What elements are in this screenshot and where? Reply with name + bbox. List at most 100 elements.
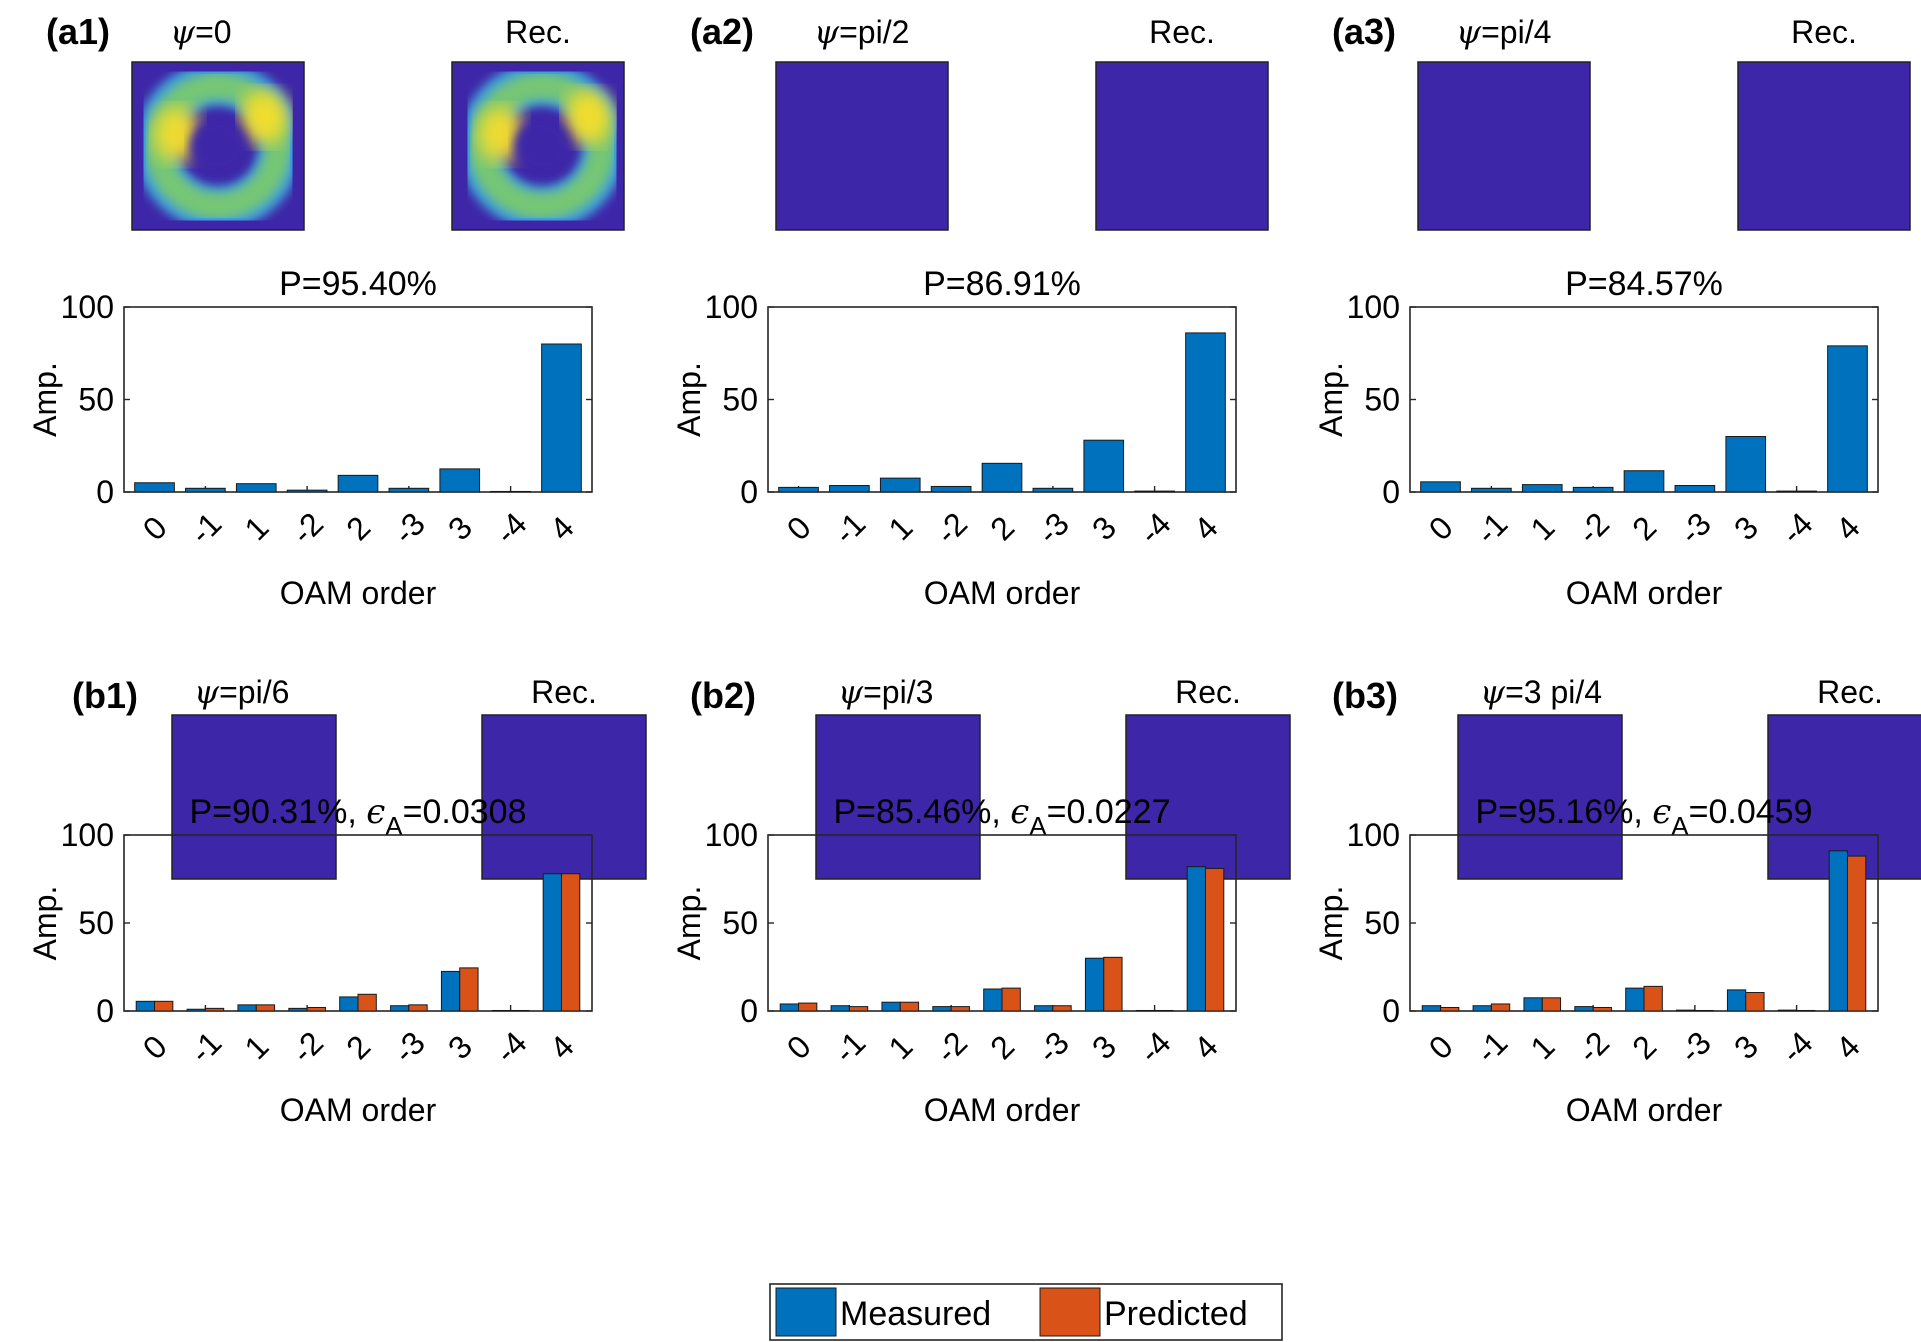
y-axis-label: Amp. (1313, 362, 1349, 437)
reconstructed-intensity-image-core (514, 118, 570, 174)
rec-label: Rec. (1817, 674, 1883, 710)
psi-value: =0 (195, 14, 231, 50)
reconstructed-intensity-image (1095, 61, 1269, 231)
x-tick-label: 4 (1829, 509, 1867, 547)
axes-box (123, 306, 593, 493)
psi-symbol: ψ (838, 673, 864, 711)
x-tick-label: -2 (1571, 505, 1617, 551)
y-tick-label: 50 (1364, 905, 1400, 941)
bar-measured (932, 1006, 952, 1012)
chart-title-p: P=86.91% (923, 265, 1081, 303)
x-tick-label: -3 (1672, 1024, 1718, 1070)
panel-tag: (b3) (1332, 675, 1398, 716)
psi-label: ψ=3 pi/4 (1480, 673, 1602, 711)
chart-title-p: P=85.46%, (834, 793, 1011, 831)
chart-title-p: P=84.57% (1565, 265, 1723, 303)
bar-predicted (1541, 997, 1562, 1012)
measured-intensity-image (131, 61, 305, 231)
y-tick-label: 0 (96, 993, 114, 1029)
y-tick-label: 50 (722, 905, 758, 941)
bar-predicted (798, 1002, 818, 1012)
bar-predicted (1490, 1003, 1511, 1012)
x-tick-label: -3 (1672, 505, 1718, 551)
x-tick-label: 3 (441, 1028, 479, 1066)
x-tick-label: -4 (1774, 1024, 1820, 1070)
x-tick-label: 2 (1625, 509, 1663, 547)
epsilon-symbol: ϵ (1652, 792, 1671, 832)
bar-measured (491, 1009, 512, 1012)
bar-measured (439, 468, 481, 493)
x-axis-label: OAM order (924, 575, 1081, 611)
bar-predicted (154, 1000, 174, 1012)
x-tick-label: 2 (1625, 1028, 1663, 1066)
bar-measured (337, 474, 379, 493)
y-tick-label: 100 (705, 289, 758, 325)
bar-measured (1828, 850, 1848, 1012)
x-tick-label: -4 (488, 1024, 534, 1070)
epsilon-symbol: ϵ (1010, 792, 1029, 832)
measured-intensity-image (815, 714, 981, 880)
bar-predicted (1745, 992, 1765, 1012)
chart-title: P=85.46%, ϵA=0.0227 (834, 792, 1171, 841)
psi-label: ψ=pi/6 (194, 673, 289, 711)
x-tick-label: 4 (1187, 1028, 1225, 1066)
x-tick-label: -4 (1132, 505, 1178, 551)
bar-measured (1420, 481, 1461, 493)
bar-measured (235, 483, 277, 493)
x-tick-label: 1 (1523, 1028, 1561, 1066)
y-tick-label: 50 (78, 905, 114, 941)
x-tick-label: -2 (285, 1024, 331, 1070)
y-tick-label: 0 (1382, 474, 1400, 510)
psi-symbol: ψ (1456, 13, 1482, 51)
x-tick-label: -1 (1469, 505, 1515, 551)
x-tick-label: -3 (1030, 1024, 1076, 1070)
x-tick-label: 1 (881, 1028, 919, 1066)
epsilon-value: =0.0227 (1047, 793, 1171, 831)
x-tick-label: 4 (543, 509, 581, 547)
x-tick-label: 1 (237, 509, 275, 547)
reconstructed-intensity-image (451, 61, 625, 231)
x-tick-label: -2 (1571, 1024, 1617, 1070)
bar-predicted (204, 1007, 225, 1012)
chart-title: P=95.16%, ϵA=0.0459 (1476, 792, 1813, 841)
legend-label-measured: Measured (840, 1295, 991, 1333)
bar-measured (1674, 485, 1716, 493)
x-tick-label: 0 (136, 509, 174, 547)
bar-measured (1777, 1009, 1798, 1012)
x-tick-label: 1 (1523, 509, 1561, 547)
y-tick-label: 0 (1382, 993, 1400, 1029)
bar-measured (388, 487, 430, 493)
x-tick-label: -1 (183, 505, 229, 551)
bar-measured (1472, 1005, 1492, 1012)
panel-3: (b1) ψ=pi/6 Rec. P=90.31%, ϵA=0.0308 0 50 100 A… (27, 673, 647, 1128)
bar-measured (1032, 487, 1074, 493)
legend: Measured Predicted (769, 1283, 1283, 1341)
x-tick-label: -3 (386, 505, 432, 551)
x-axis-label: OAM order (924, 1092, 1081, 1128)
panel-tag: (a3) (1332, 11, 1396, 52)
x-tick-label: 0 (136, 1028, 174, 1066)
bar-measured (1625, 987, 1645, 1012)
chart-title: P=84.57% (1565, 265, 1723, 303)
axes-box (1409, 306, 1879, 493)
bar-predicted (1052, 1005, 1072, 1012)
bar-measured (983, 988, 1003, 1012)
bar-measured (1186, 866, 1206, 1012)
x-tick-label: -1 (183, 1024, 229, 1070)
bar-predicted (306, 1006, 326, 1012)
chart-title: P=95.40% (279, 265, 437, 303)
psi-symbol: ψ (814, 13, 840, 51)
bar-predicted (1643, 985, 1663, 1012)
y-tick-label: 0 (740, 474, 758, 510)
bar-measured (541, 343, 582, 493)
bar-predicted (1796, 1009, 1816, 1012)
measured-intensity-image-peak (240, 89, 288, 146)
bar-predicted (1103, 956, 1123, 1012)
x-tick-label: 0 (780, 509, 818, 547)
x-tick-label: 3 (1727, 1028, 1765, 1066)
y-axis-label: Amp. (671, 362, 707, 437)
bar-measured (135, 1000, 156, 1012)
